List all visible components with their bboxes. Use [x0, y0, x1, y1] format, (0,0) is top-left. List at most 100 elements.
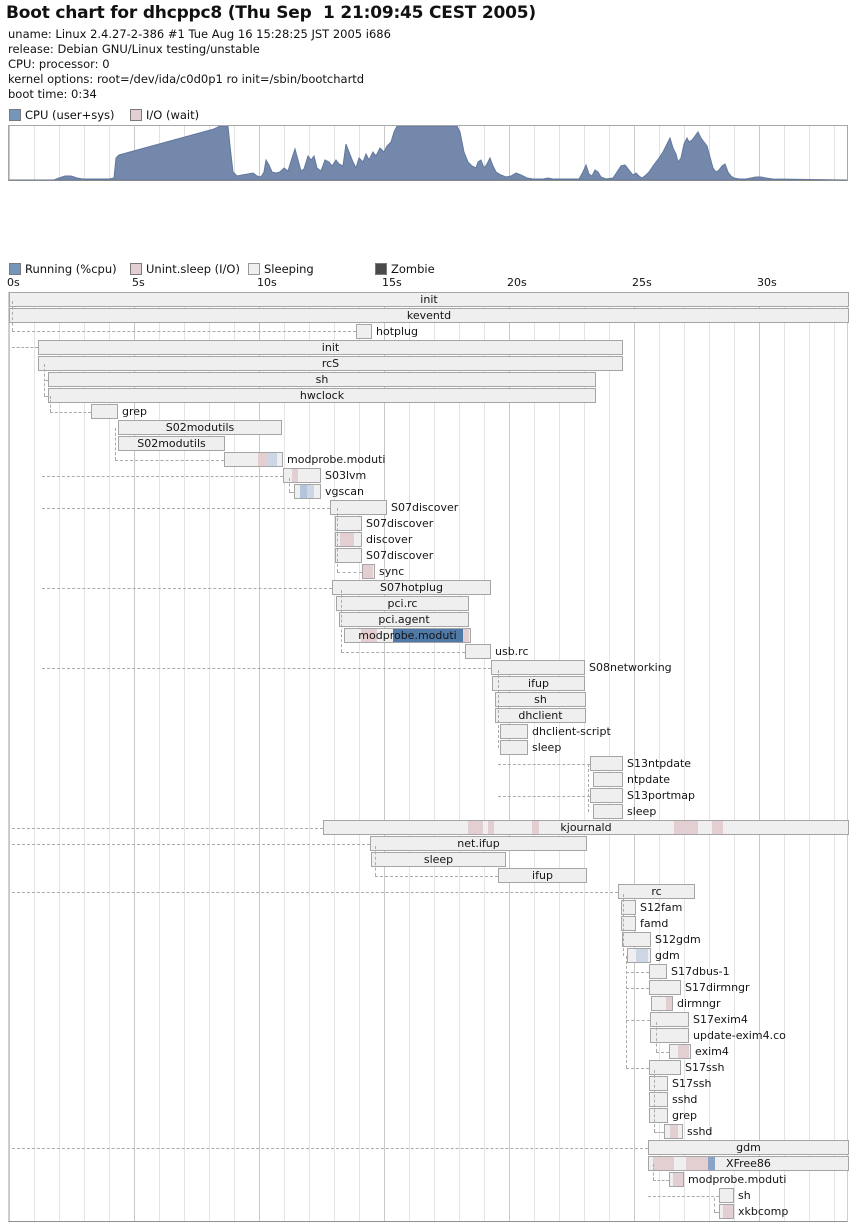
process-bar-sleep: [371, 852, 506, 867]
legend-item: I/O (wait): [130, 108, 250, 122]
process-label: update-exim4.co: [693, 1029, 786, 1042]
process-label: sleep: [627, 805, 657, 818]
running-segment: [268, 453, 277, 466]
io-wait-segment: [532, 821, 539, 834]
process-bar-S03lvm: [283, 468, 321, 483]
process-label: S13ntpdate: [627, 757, 692, 770]
process-bar-S17exim4: [650, 1012, 689, 1027]
process-label: S07discover: [366, 549, 434, 562]
io-wait-segment: [674, 821, 698, 834]
process-label: S12gdm: [655, 933, 701, 946]
process-label: grep: [672, 1109, 698, 1122]
process-label: keventd: [406, 309, 452, 322]
process-bar-ntpdate: [593, 772, 623, 787]
time-axis: 0s 5s 10s 15s 20s 25s 30s: [7, 276, 848, 290]
process-label: exim4: [695, 1045, 729, 1058]
process-bar-S12fam: [621, 900, 636, 915]
process-bar-modprobe.moduti: [224, 452, 283, 467]
process-label: S07discover: [366, 517, 434, 530]
process-label: famd: [640, 917, 669, 930]
process-bar-S17dirmngr: [649, 980, 681, 995]
io-wait-segment: [361, 629, 377, 642]
tree-connector: [375, 876, 498, 877]
process-bar-vgscan: [294, 484, 321, 499]
legend-label: CPU (user+sys): [25, 108, 115, 122]
tree-connector: [42, 588, 332, 589]
process-bar-sh: [48, 372, 596, 387]
process-label: modprobe.moduti: [688, 1173, 787, 1186]
process-bar-dirmngr: [651, 996, 673, 1011]
legend-label: I/O (wait): [146, 108, 200, 122]
process-bar-sh: [719, 1188, 734, 1203]
process-label: init: [321, 341, 340, 354]
tree-connector: [341, 652, 465, 653]
process-label: S17dbus-1: [671, 965, 730, 978]
tree-connector: [626, 988, 649, 989]
process-bar-exim4: [669, 1044, 691, 1059]
tree-connector: [626, 956, 627, 1068]
cpu-area-series: [9, 126, 847, 180]
running_legend-swatch-icon: [9, 109, 21, 121]
process-gantt-chart: init keventd hotplug init rcS sh hwclock grep S0…: [8, 292, 849, 1222]
io-wait-segment: [258, 453, 268, 466]
process-label: S07discover: [391, 501, 459, 514]
tree-connector: [50, 412, 91, 413]
process-bar-sync: [362, 564, 375, 579]
process-bar-S07discover: [335, 516, 362, 531]
tree-connector: [12, 828, 323, 829]
process-label: xkbcomp: [738, 1205, 789, 1218]
process-bar-ifup: [492, 676, 585, 691]
process-label: sshd: [687, 1125, 713, 1138]
legend-item: Zombie: [375, 262, 495, 276]
tree-connector: [498, 670, 499, 748]
tree-connector: [44, 396, 48, 397]
axis-tick-label: 0s: [7, 276, 20, 289]
legend-label: Unint.sleep (I/O): [146, 262, 240, 276]
process-label: rc: [651, 885, 662, 898]
tree-connector: [42, 668, 491, 669]
process-bar-XFree86: [648, 1156, 849, 1171]
process-bar-S17ssh: [649, 1060, 681, 1075]
process-bar-init: [38, 340, 623, 355]
process-label: init: [420, 293, 438, 306]
tree-connector: [289, 492, 294, 493]
process-label: ifup: [532, 869, 553, 882]
axis-tick-label: 5s: [132, 276, 145, 289]
process-label: dirmngr: [677, 997, 721, 1010]
legend-label: Sleeping: [264, 262, 314, 276]
process-bar-S07discover: [330, 500, 387, 515]
process-label: gdm: [655, 949, 680, 962]
page-title: Boot chart for dhcppc8 (Thu Sep 1 21:09:…: [6, 3, 536, 23]
tree-connector: [289, 478, 290, 492]
process-bar-init: [9, 292, 849, 307]
process-bar-sleep: [593, 804, 623, 819]
io-wait-segment: [463, 629, 469, 642]
running-segment: [708, 1157, 715, 1170]
process-label: ntpdate: [627, 773, 671, 786]
process-label: S12fam: [640, 901, 683, 914]
process-bar-dhclient-script: [500, 724, 528, 739]
process-label: sh: [738, 1189, 751, 1202]
tree-connector: [498, 764, 590, 765]
process-bar-modprobe.moduti: [669, 1172, 684, 1187]
io-wait-segment: [666, 997, 672, 1010]
axis-tick-label: 20s: [507, 276, 527, 289]
io-wait-segment: [678, 1045, 689, 1058]
process-label: pci.agent: [378, 613, 430, 626]
io-wait-segment: [673, 1173, 683, 1186]
process-bar-discover: [335, 532, 362, 547]
tree-connector: [656, 1052, 669, 1053]
process-label: sh: [315, 373, 329, 386]
tree-connector: [12, 347, 38, 348]
tree-connector: [714, 1198, 715, 1212]
tree-connector: [588, 764, 589, 812]
process-label: rcS: [321, 357, 340, 370]
system-info-line: kernel options: root=/dev/ida/c0d0p1 ro …: [8, 72, 365, 86]
tree-connector: [714, 1212, 719, 1213]
process-label: S08networking: [589, 661, 672, 674]
process-bar-usb.rc: [465, 644, 491, 659]
process-label: sh: [534, 693, 547, 706]
process-bar-S13ntpdate: [590, 756, 623, 771]
process-label: pci.rc: [387, 597, 418, 610]
running-segment: [300, 485, 307, 498]
